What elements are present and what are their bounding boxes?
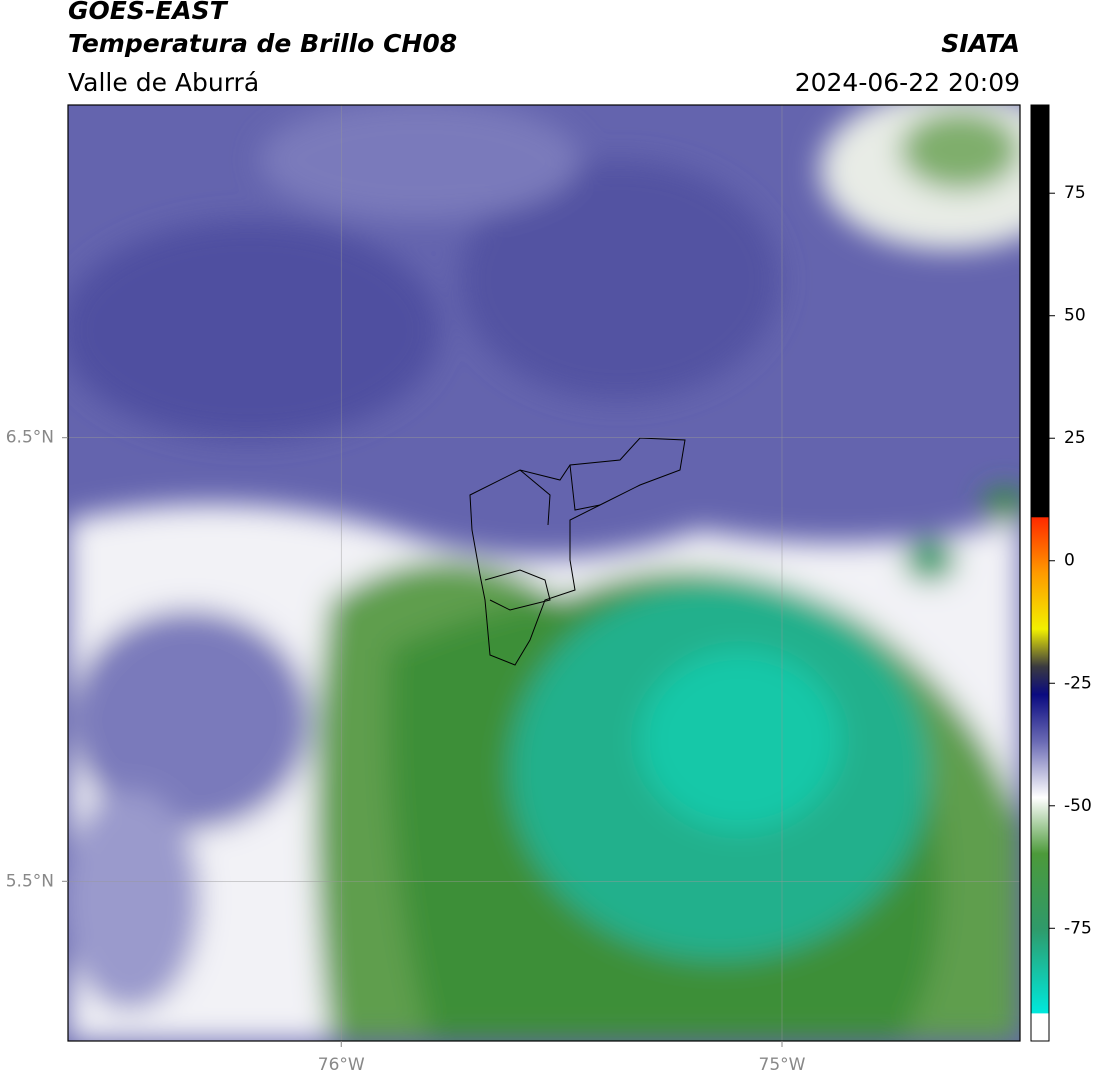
x-tick-label: 76°W [318,1055,365,1075]
timestamp: 2024-06-22 20:09 [795,68,1020,97]
subtitle: Temperatura de Brillo CH08 [68,29,457,58]
colorbar [1030,104,1050,1042]
title: GOES-EAST [68,0,229,25]
municipality-outline [484,464,601,611]
colorbar-tick-label: -25 [1064,673,1092,693]
colorbar-tick-label: -50 [1064,796,1092,816]
colorbar-tick-label: 50 [1064,306,1086,326]
colorbar-tick-label: -75 [1064,918,1092,938]
source: SIATA [941,29,1020,58]
y-tick-label: 6.5°N [6,428,54,448]
map-frame [67,104,1021,1042]
colorbar-tick-label: 75 [1064,183,1086,203]
y-tick-label: 5.5°N [6,871,54,891]
colorbar-tick-label: 0 [1064,551,1075,571]
satellite-image [68,105,1020,1041]
x-tick-label: 75°W [759,1055,806,1075]
basin-outline [469,437,686,666]
colorbar-tick-label: 25 [1064,428,1086,448]
grid [68,105,1020,1041]
region: Valle de Aburrá [68,68,259,97]
